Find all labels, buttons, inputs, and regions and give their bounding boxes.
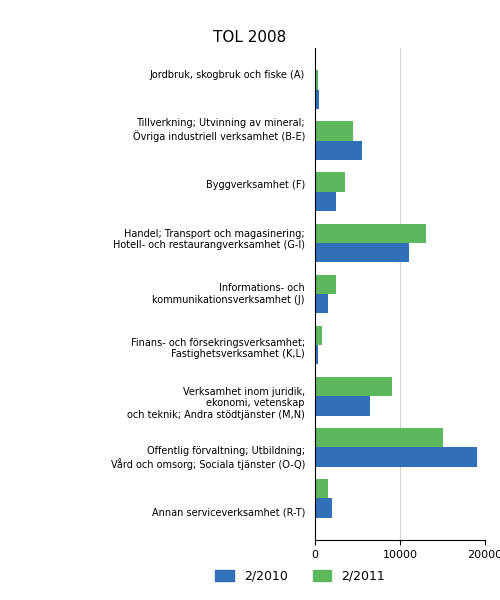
Text: Finans- och försekringsverksamhet;
Fastighetsverksamhet (K,L): Finans- och försekringsverksamhet; Fasti… — [131, 338, 305, 359]
Text: Byggverksamhet (F): Byggverksamhet (F) — [206, 179, 305, 190]
Bar — [315, 121, 353, 141]
Bar — [315, 243, 408, 262]
Bar — [315, 224, 426, 243]
Bar — [315, 326, 322, 345]
Bar — [315, 447, 476, 467]
Text: Annan serviceverksamhet (R-T): Annan serviceverksamhet (R-T) — [152, 508, 305, 518]
Bar — [315, 294, 328, 313]
Bar — [315, 345, 318, 364]
Bar — [315, 396, 370, 416]
Bar — [315, 498, 332, 518]
Bar — [315, 275, 336, 294]
Bar — [315, 172, 345, 192]
Text: Handel; Transport och magasinering;
Hotell- och restaurangverksamhet (G-I): Handel; Transport och magasinering; Hote… — [113, 229, 305, 250]
Text: Jordbruk, skogbruk och fiske (A): Jordbruk, skogbruk och fiske (A) — [150, 70, 305, 80]
Text: Offentlig förvaltning; Utbildning;
Vård och omsorg; Sociala tjänster (O-Q): Offentlig förvaltning; Utbildning; Vård … — [110, 446, 305, 470]
Bar — [315, 141, 362, 160]
Bar — [315, 428, 442, 447]
Text: Tillverkning; Utvinning av mineral;
Övriga industriell verksamhet (B-E): Tillverkning; Utvinning av mineral; Övri… — [132, 118, 305, 142]
Bar — [315, 70, 318, 90]
Text: Informations- och
kommunikationsverksamhet (J): Informations- och kommunikationsverksamh… — [152, 283, 305, 305]
Bar — [315, 479, 328, 498]
Text: TOL 2008: TOL 2008 — [214, 30, 286, 45]
Bar — [315, 90, 320, 109]
Bar — [315, 192, 336, 211]
Text: Verksamhet inom juridik,
ekonomi, vetenskap
och teknik; Andra stödtjänster (M,N): Verksamhet inom juridik, ekonomi, vetens… — [127, 387, 305, 420]
Legend: 2/2010, 2/2011: 2/2010, 2/2011 — [210, 565, 390, 588]
Bar — [315, 377, 392, 396]
